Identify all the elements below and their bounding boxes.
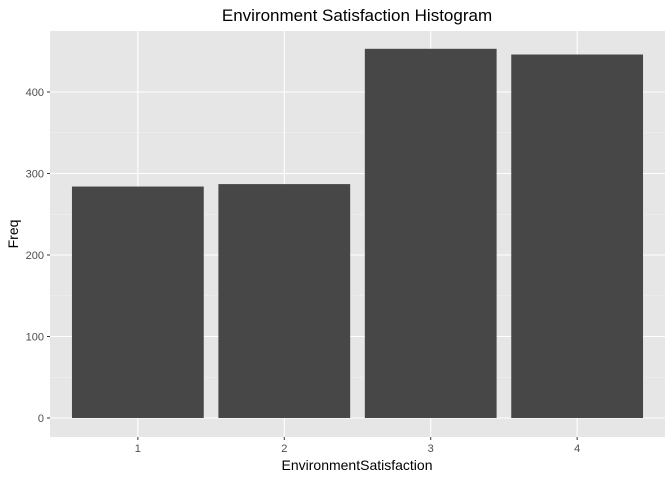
x-axis-title: EnvironmentSatisfaction bbox=[282, 457, 433, 473]
y-axis: 0 100 200 300 400 bbox=[26, 87, 50, 425]
y-tick-label: 100 bbox=[26, 332, 44, 344]
bars bbox=[71, 48, 644, 419]
bar bbox=[511, 54, 644, 418]
x-tick-label: 1 bbox=[135, 443, 141, 455]
y-tick-label: 0 bbox=[38, 413, 44, 425]
y-tick-label: 300 bbox=[26, 169, 44, 181]
x-axis: 1 2 3 4 bbox=[135, 437, 580, 455]
y-tick-label: 200 bbox=[26, 250, 44, 262]
bar bbox=[218, 184, 351, 418]
x-tick-label: 2 bbox=[281, 443, 287, 455]
x-tick-label: 4 bbox=[574, 443, 580, 455]
y-axis-title: Freq bbox=[5, 220, 21, 249]
bar bbox=[71, 186, 204, 418]
bar bbox=[364, 48, 497, 419]
x-tick-label: 3 bbox=[428, 443, 434, 455]
y-tick-label: 400 bbox=[26, 87, 44, 99]
chart-title: Environment Satisfaction Histogram bbox=[222, 6, 492, 25]
